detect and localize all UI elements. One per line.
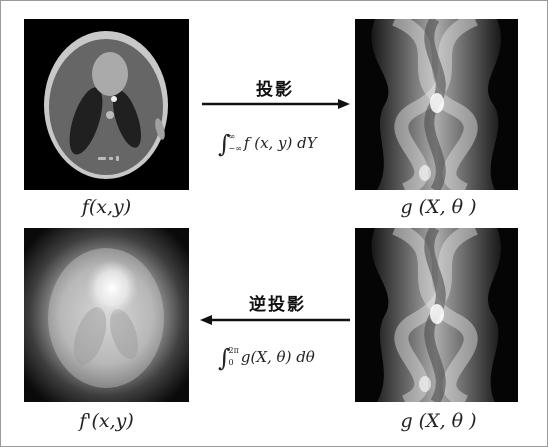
integral-sign: ∫ xyxy=(218,344,231,372)
backprojection-label: f'(x,y) xyxy=(79,410,134,432)
backprojection-op-label: 逆投影 xyxy=(249,295,306,315)
backprojection-formula: ∫ 2π 0 g(X, θ) dθ xyxy=(218,344,315,372)
phantom-image xyxy=(24,19,189,190)
sinogram-top-label: g (X, θ ) xyxy=(400,196,477,218)
integral-sign: ∫ xyxy=(218,130,231,158)
projection-integrand: f (x, y) dY xyxy=(243,134,317,152)
sinogram-bottom-label: g (X, θ ) xyxy=(400,410,477,432)
backprojection-integrand: g(X, θ) dθ xyxy=(240,348,315,366)
projection-formula: ∫ ∞ −∞ f (x, y) dY xyxy=(218,130,317,158)
sinogram-bottom-image xyxy=(355,228,518,402)
integral-limits: ∞ −∞ xyxy=(228,132,242,153)
backprojection-image xyxy=(24,228,189,402)
left-arrow-icon xyxy=(200,315,350,325)
sinogram-top-image xyxy=(355,19,518,190)
right-arrow-icon xyxy=(202,99,350,109)
integral-limits: 2π 0 xyxy=(228,346,239,367)
projection-label: 投影 xyxy=(256,80,294,100)
phantom-label: f(x,y) xyxy=(81,196,132,218)
